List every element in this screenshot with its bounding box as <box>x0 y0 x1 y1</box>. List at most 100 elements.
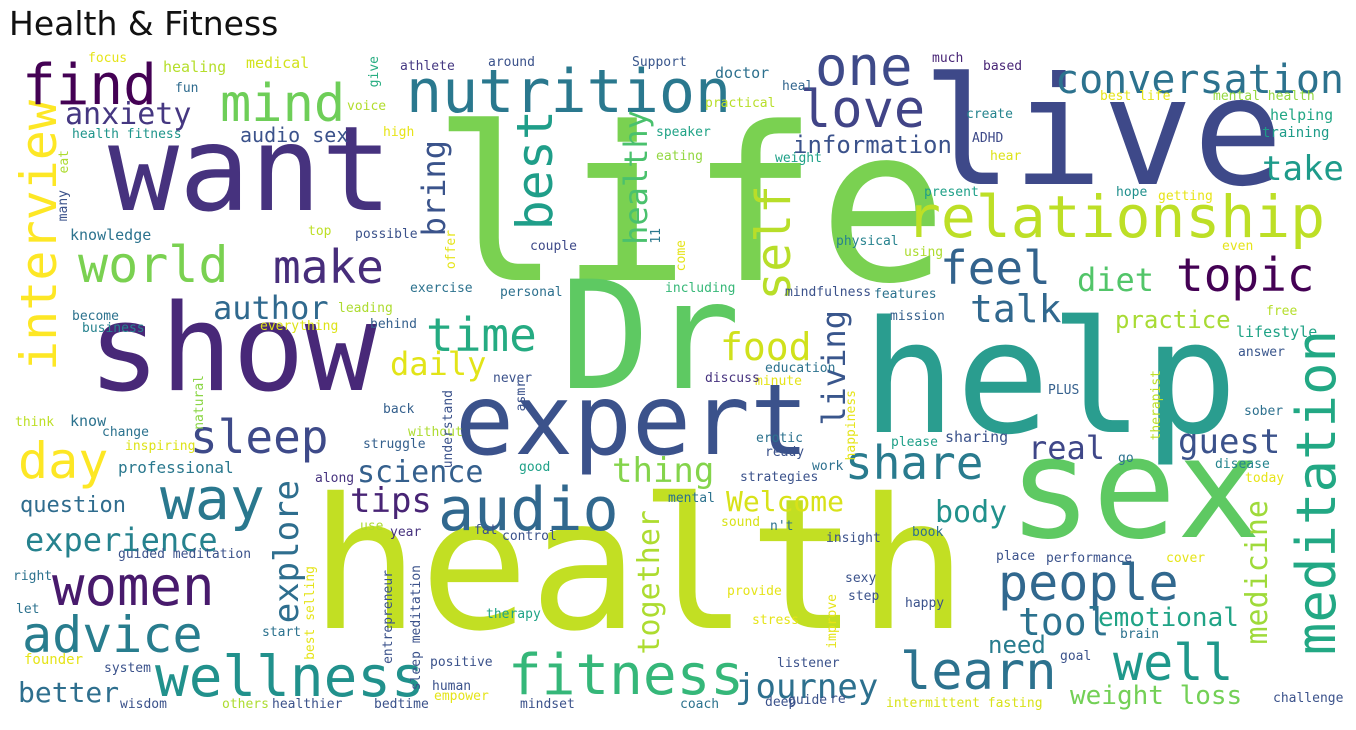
word-mental: mental <box>668 491 715 506</box>
word-sober: sober <box>1244 404 1284 419</box>
word-right: right <box>13 569 53 584</box>
word-guest: guest <box>1178 422 1281 462</box>
word-author: author <box>213 289 329 327</box>
word-everything: everything <box>260 319 339 334</box>
word-heal: heal <box>782 79 814 94</box>
word-re: re <box>830 692 846 707</box>
word-along: along <box>315 471 355 486</box>
word-today: today <box>1245 471 1285 486</box>
word-day: day <box>18 432 109 490</box>
word-behind: behind <box>370 317 417 332</box>
word-wisdom: wisdom <box>120 697 167 712</box>
word-let: let <box>16 602 40 617</box>
word-hope: hope <box>1116 185 1148 200</box>
word-healthier: healthier <box>272 697 343 712</box>
word-emotional: emotional <box>1098 603 1239 633</box>
word-improve: improve <box>825 594 840 649</box>
word-natural: natural <box>192 375 207 430</box>
word-physical: physical <box>836 234 899 249</box>
word-disease: disease <box>1215 457 1270 472</box>
word-information: information <box>793 131 952 159</box>
word-create: create <box>966 107 1013 122</box>
word-never: never <box>493 371 533 386</box>
word-understand: understand <box>441 390 456 469</box>
word-professional: professional <box>118 458 234 477</box>
word-topic: topic <box>1176 248 1315 302</box>
word-even: even <box>1222 239 1254 254</box>
word-best: best <box>506 110 564 231</box>
word-thing: thing <box>612 451 715 491</box>
word-best-life: best life <box>1100 89 1171 104</box>
word-possible: possible <box>355 227 418 242</box>
word-think: think <box>15 415 55 430</box>
word-take: take <box>1262 149 1344 189</box>
word-need: need <box>988 631 1046 659</box>
word-explore: explore <box>267 480 307 624</box>
word-eat: eat <box>57 150 72 174</box>
word-help: help <box>862 287 1238 469</box>
word-time: time <box>426 308 537 362</box>
word-intermittent-fasting: intermittent fasting <box>886 696 1043 711</box>
word-bedtime: bedtime <box>374 697 429 712</box>
word-discuss: discuss <box>705 371 760 386</box>
word-asmr: asmr <box>514 380 529 412</box>
word-anxiety: anxiety <box>65 97 192 132</box>
word-dr: Dr <box>560 250 741 424</box>
word-bring: bring <box>415 140 453 237</box>
word-nutrition: nutrition <box>406 57 732 127</box>
word-better: better <box>18 676 120 709</box>
word-daily: daily <box>390 345 487 383</box>
word-wellness: wellness <box>155 645 425 710</box>
word-voice: voice <box>347 99 387 114</box>
word-provide: provide <box>727 584 782 599</box>
word-offer: offer <box>444 230 459 270</box>
word-diet: diet <box>1077 261 1155 299</box>
word-adhd: ADHD <box>972 131 1004 146</box>
word-want: want <box>108 100 393 238</box>
word-health-fitness: health fitness <box>72 127 182 142</box>
word-food: food <box>720 325 812 369</box>
word-share: share <box>845 436 984 490</box>
word-using: using <box>904 245 944 260</box>
word-well: well <box>1113 634 1234 692</box>
word-health: health <box>310 459 968 671</box>
word-sex: sex <box>1008 408 1261 571</box>
word-training: training <box>1262 125 1330 141</box>
word-eating: eating <box>656 149 703 164</box>
word-helping: helping <box>1270 106 1334 124</box>
word-couple: couple <box>530 239 577 254</box>
word-business: business <box>82 321 145 336</box>
word-use: use <box>360 519 384 534</box>
word-learn: learn <box>900 642 1057 702</box>
word-go: go <box>1118 451 1134 466</box>
word-self: self <box>746 185 802 301</box>
word-doctor: doctor <box>715 64 770 82</box>
word-science: science <box>357 455 484 490</box>
word-body: body <box>935 495 1008 530</box>
word-healing: healing <box>163 58 227 76</box>
word-exercise: exercise <box>410 281 473 296</box>
word-change: change <box>102 425 149 440</box>
word-practical: practical <box>705 96 776 111</box>
word-top: top <box>308 224 332 239</box>
word-personal: personal <box>500 285 563 300</box>
word-hear: hear <box>990 149 1022 164</box>
word-audio: audio <box>438 475 619 545</box>
word-entrepreneur: entrepreneur <box>381 570 396 664</box>
word-fun: fun <box>175 81 199 96</box>
word-knowledge: knowledge <box>70 226 152 244</box>
word-year: year <box>390 525 422 540</box>
word-sexy: sexy <box>845 571 877 586</box>
word-best-selling: best selling <box>303 566 318 660</box>
word-sleep: sleep <box>190 410 329 464</box>
word-empower: empower <box>434 689 489 704</box>
word-life: life <box>432 82 948 331</box>
word-back: back <box>383 402 415 417</box>
word-question: question <box>20 493 126 518</box>
word-sound: sound <box>721 515 761 530</box>
word-journey: journey <box>735 667 879 707</box>
word-start: start <box>262 625 302 640</box>
word-speaker: speaker <box>656 125 711 140</box>
word-therapist: therapist <box>1149 370 1164 441</box>
